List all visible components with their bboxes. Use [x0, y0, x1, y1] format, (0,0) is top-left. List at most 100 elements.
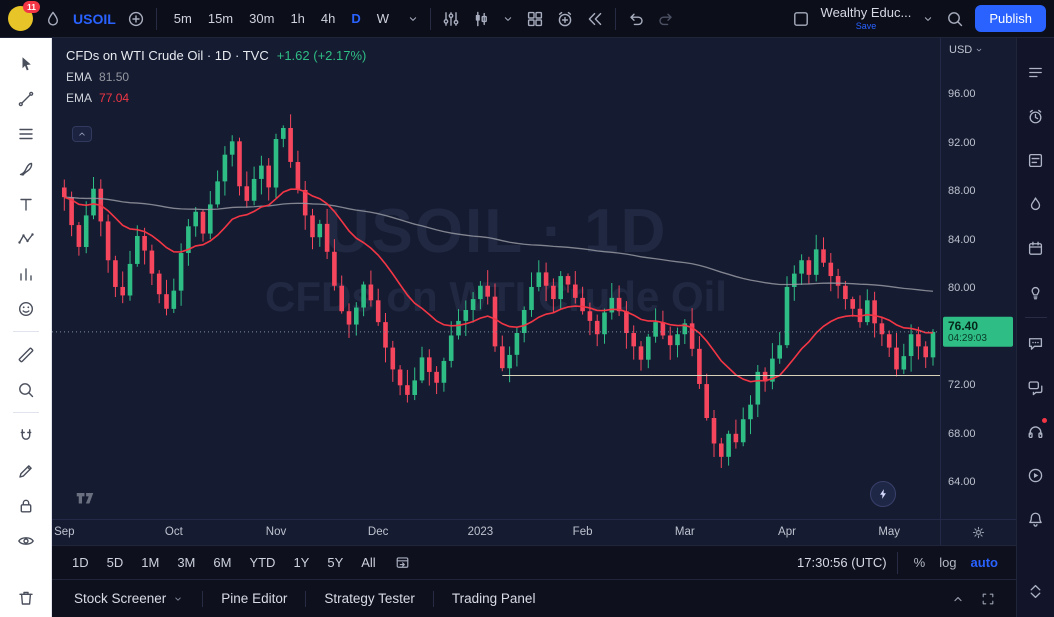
undo-icon[interactable]	[626, 9, 646, 29]
time-axis[interactable]: Sep Oct Nov Dec 2023 Feb Mar Apr May	[52, 519, 940, 545]
scale-percent[interactable]: %	[908, 552, 932, 573]
range-5y[interactable]: 5Y	[319, 552, 351, 573]
compare-add-symbol-icon[interactable]	[126, 9, 146, 29]
range-6m[interactable]: 6M	[205, 552, 239, 573]
alerts-panel[interactable]	[1017, 94, 1054, 138]
price-axis-label: 84.00	[948, 233, 976, 246]
order-panel[interactable]	[1017, 569, 1054, 613]
chart-style-chevron-icon[interactable]	[501, 12, 515, 26]
range-ytd[interactable]: YTD	[241, 552, 283, 573]
tradingview-logo[interactable]	[70, 487, 100, 509]
legend-collapse-button[interactable]	[72, 126, 92, 142]
indicator-legend-row[interactable]: EMA 81.50	[66, 70, 366, 84]
support-panel[interactable]	[1017, 409, 1054, 453]
trash-icon	[16, 588, 36, 608]
chart-style-icon[interactable]	[471, 9, 491, 29]
range-1y[interactable]: 1Y	[285, 552, 317, 573]
drawing-mode-tool[interactable]	[8, 453, 44, 488]
expand-panel-icon[interactable]	[950, 591, 966, 607]
tab-pine-editor[interactable]: Pine Editor	[219, 587, 289, 610]
emoji-tool[interactable]	[8, 291, 44, 326]
chart-plot[interactable]: USOIL · 1D CFDs on WTI Crude Oil CFDs on…	[52, 38, 940, 519]
notifications-panel[interactable]	[1017, 497, 1054, 541]
chevron-up-icon	[76, 128, 88, 140]
go-to-date-icon[interactable]	[394, 554, 411, 571]
currency-label: USD	[949, 44, 973, 56]
user-avatar[interactable]: 11	[8, 1, 40, 31]
range-3m[interactable]: 3M	[169, 552, 203, 573]
bar-replay-icon[interactable]	[585, 9, 605, 29]
publish-button[interactable]: Publish	[975, 5, 1046, 32]
data-window-panel[interactable]	[1017, 138, 1054, 182]
quick-action-button[interactable]	[870, 481, 896, 507]
magnet-mode-tool[interactable]	[8, 418, 44, 453]
symbol-button[interactable]: USOIL	[73, 10, 116, 27]
fib-retracement-tool[interactable]	[8, 116, 44, 151]
price-axis[interactable]: USD 96.0092.0088.0084.0080.0076.0072.006…	[940, 38, 1016, 519]
indicators-icon[interactable]	[441, 9, 461, 29]
range-5d[interactable]: 5D	[99, 552, 132, 573]
range-1d[interactable]: 1D	[64, 552, 97, 573]
range-all[interactable]: All	[353, 552, 383, 573]
brush-icon	[16, 159, 36, 179]
chart-title[interactable]: CFDs on WTI Crude Oil · 1D · TVC	[66, 48, 269, 63]
interval-15m[interactable]: 15m	[201, 7, 240, 30]
watchlist-panel[interactable]	[1017, 50, 1054, 94]
search-icon[interactable]	[945, 9, 965, 29]
layout-menu-chevron-icon[interactable]	[921, 12, 935, 26]
interval-1h[interactable]: 1h	[283, 7, 311, 30]
remove-drawings-tool[interactable]	[8, 580, 44, 615]
tab-trading-panel[interactable]: Trading Panel	[450, 587, 538, 610]
droplet-icon[interactable]	[43, 9, 63, 29]
gear-icon[interactable]	[971, 525, 986, 540]
maximize-panel-icon[interactable]	[980, 591, 996, 607]
streams-panel[interactable]	[1017, 453, 1054, 497]
pattern-tool[interactable]	[8, 221, 44, 256]
time-axis-label: Mar	[674, 526, 695, 538]
brush-tool[interactable]	[8, 151, 44, 186]
hide-drawings-tool[interactable]	[8, 523, 44, 558]
indicator-legend-row[interactable]: EMA 77.04	[66, 91, 366, 105]
candlestick-chart[interactable]	[52, 38, 940, 519]
interval-30m[interactable]: 30m	[242, 7, 281, 30]
redo-icon[interactable]	[656, 9, 676, 29]
measure-tool[interactable]	[8, 337, 44, 372]
ideas-panel[interactable]	[1017, 270, 1054, 314]
cursor-tool[interactable]	[8, 46, 44, 81]
interval-5m[interactable]: 5m	[167, 7, 199, 30]
tab-stock-screener[interactable]: Stock Screener	[72, 587, 186, 610]
save-layout-icon[interactable]	[791, 9, 811, 29]
chat-panel[interactable]	[1017, 365, 1054, 409]
interval-4h[interactable]: 4h	[314, 7, 342, 30]
interval-d[interactable]: D	[344, 7, 367, 30]
tab-divider	[202, 590, 204, 607]
watchlist-icon	[1026, 63, 1045, 82]
lock-drawings-tool[interactable]	[8, 488, 44, 523]
multichart-layout-icon[interactable]	[525, 9, 545, 29]
time-axis-label: Nov	[265, 526, 287, 538]
text-tool[interactable]	[8, 186, 44, 221]
chat2-icon	[1026, 378, 1045, 397]
calendar-panel[interactable]	[1017, 226, 1054, 270]
forecast-tool[interactable]	[8, 256, 44, 291]
interval-w[interactable]: W	[370, 7, 396, 30]
interval-chevron-icon[interactable]	[406, 12, 420, 26]
range-1m[interactable]: 1M	[133, 552, 167, 573]
tab-strategy-tester[interactable]: Strategy Tester	[322, 587, 417, 610]
alarm-icon	[1026, 107, 1045, 126]
currency-selector[interactable]: USD	[949, 44, 984, 56]
toolbar-divider	[155, 7, 157, 30]
minds-panel[interactable]	[1017, 321, 1054, 365]
zoom-tool[interactable]	[8, 372, 44, 407]
create-alert-icon[interactable]	[555, 9, 575, 29]
scale-log[interactable]: log	[933, 552, 962, 573]
indicator-legend: EMA 81.50 EMA 77.04	[66, 70, 366, 105]
trend-line-tool[interactable]	[8, 81, 44, 116]
scale-auto[interactable]: auto	[965, 552, 1004, 573]
drawing-toolbar	[0, 38, 52, 617]
hotlists-panel[interactable]	[1017, 182, 1054, 226]
utc-clock[interactable]: 17:30:56 (UTC)	[797, 555, 887, 570]
layout-name-button[interactable]: Wealthy Educ... Save	[821, 5, 912, 31]
range-toolbar: 1D 5D 1M 3M 6M YTD 1Y 5Y All 17:30:56 (UTC) % log…	[52, 545, 1016, 579]
